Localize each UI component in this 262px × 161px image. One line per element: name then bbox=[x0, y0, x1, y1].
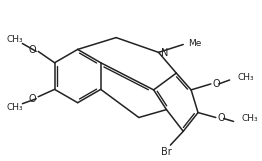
Text: CH₃: CH₃ bbox=[237, 73, 254, 82]
Text: N: N bbox=[161, 48, 168, 58]
Text: CH₃: CH₃ bbox=[242, 114, 258, 123]
Text: O: O bbox=[29, 45, 36, 55]
Text: O: O bbox=[218, 114, 225, 123]
Text: Me: Me bbox=[188, 39, 201, 48]
Text: CH₃: CH₃ bbox=[6, 35, 23, 44]
Text: CH₃: CH₃ bbox=[6, 103, 23, 112]
Text: Br: Br bbox=[161, 147, 172, 157]
Text: O: O bbox=[29, 94, 36, 104]
Text: O: O bbox=[213, 79, 220, 89]
